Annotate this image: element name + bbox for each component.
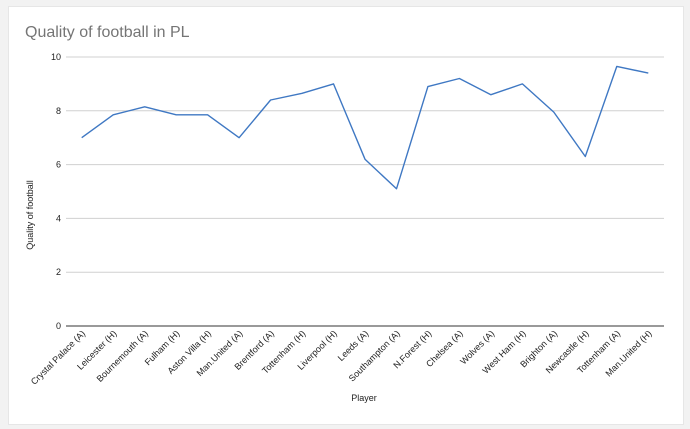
gridlines xyxy=(66,56,664,327)
y-tick-labels: 0 2 4 6 8 10 xyxy=(51,52,61,331)
y-tick-label: 4 xyxy=(56,213,61,223)
chart-card xyxy=(8,6,684,425)
y-tick-label: 2 xyxy=(56,267,61,277)
x-axis-label: Player xyxy=(351,393,377,403)
y-tick-label: 8 xyxy=(56,106,61,116)
x-tick-label: Crystal Palace (A) xyxy=(29,328,87,386)
chart-title: Quality of football in PL xyxy=(25,24,190,41)
x-tick-labels: Crystal Palace (A)Leicester (H)Bournemou… xyxy=(29,328,654,386)
series-line xyxy=(81,65,649,190)
y-tick-label: 6 xyxy=(56,160,61,170)
series-group xyxy=(81,65,649,190)
y-tick-label: 0 xyxy=(56,321,61,331)
y-axis-label: Quality of football xyxy=(25,180,35,250)
y-tick-label: 10 xyxy=(51,52,61,62)
